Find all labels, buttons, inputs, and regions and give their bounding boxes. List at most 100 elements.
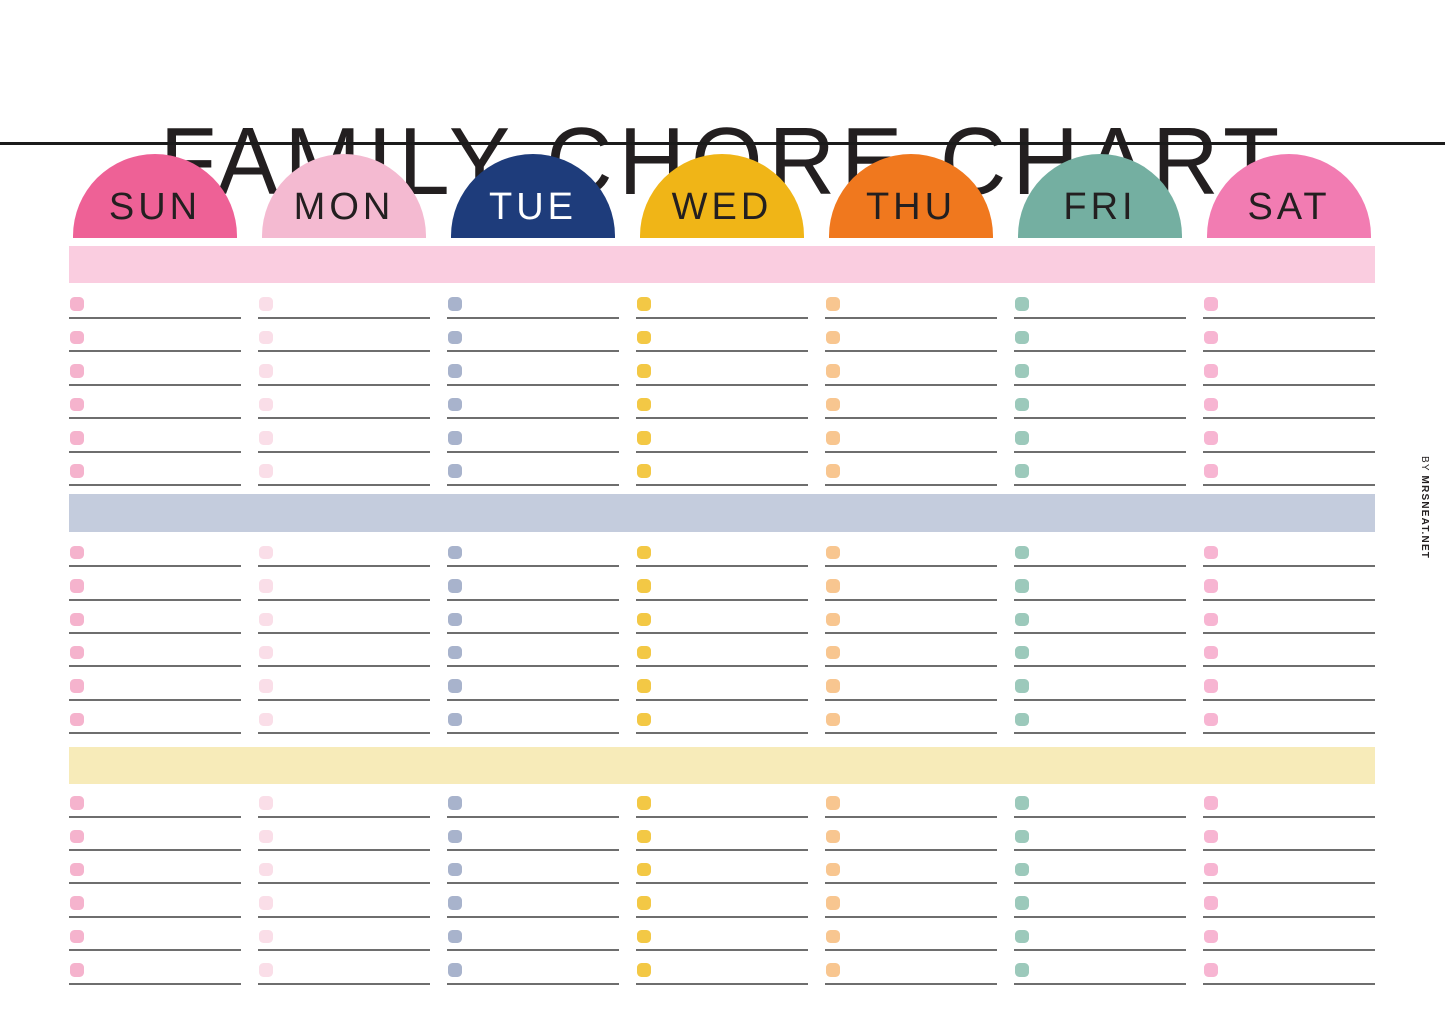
chore-checkbox[interactable] (70, 464, 84, 478)
chore-checkbox[interactable] (1015, 330, 1029, 345)
chore-checkbox[interactable] (826, 464, 840, 478)
chore-checkbox[interactable] (1015, 829, 1029, 844)
chore-checkbox[interactable] (637, 431, 651, 445)
chore-checkbox[interactable] (70, 712, 84, 727)
chore-checkbox[interactable] (259, 364, 273, 378)
chore-checkbox[interactable] (448, 612, 462, 627)
chore-checkbox[interactable] (70, 330, 84, 345)
chore-checkbox[interactable] (1204, 579, 1218, 593)
chore-checkbox[interactable] (1204, 645, 1218, 660)
chore-checkbox[interactable] (1204, 464, 1218, 478)
chore-checkbox[interactable] (448, 929, 462, 944)
chore-checkbox[interactable] (1204, 397, 1218, 412)
chore-checkbox[interactable] (1204, 712, 1218, 727)
chore-checkbox[interactable] (448, 464, 462, 478)
chore-checkbox[interactable] (826, 397, 840, 412)
chore-checkbox[interactable] (70, 431, 84, 445)
chore-checkbox[interactable] (826, 297, 840, 311)
chore-checkbox[interactable] (70, 545, 84, 560)
chore-checkbox[interactable] (1015, 545, 1029, 560)
chore-checkbox[interactable] (826, 679, 840, 693)
chore-checkbox[interactable] (637, 297, 651, 311)
chore-checkbox[interactable] (826, 862, 840, 877)
chore-checkbox[interactable] (70, 612, 84, 627)
chore-checkbox[interactable] (259, 963, 273, 977)
chore-checkbox[interactable] (1204, 796, 1218, 810)
chore-checkbox[interactable] (1015, 679, 1029, 693)
chore-checkbox[interactable] (637, 679, 651, 693)
chore-checkbox[interactable] (1015, 929, 1029, 944)
chore-checkbox[interactable] (1204, 364, 1218, 378)
chore-checkbox[interactable] (826, 929, 840, 944)
chore-checkbox[interactable] (1015, 297, 1029, 311)
chore-checkbox[interactable] (70, 364, 84, 378)
chore-checkbox[interactable] (1204, 929, 1218, 944)
chore-checkbox[interactable] (259, 679, 273, 693)
chore-checkbox[interactable] (70, 397, 84, 412)
chore-checkbox[interactable] (637, 896, 651, 910)
chore-checkbox[interactable] (1015, 645, 1029, 660)
chore-checkbox[interactable] (826, 829, 840, 844)
chore-checkbox[interactable] (1204, 896, 1218, 910)
chore-checkbox[interactable] (1015, 431, 1029, 445)
chore-checkbox[interactable] (637, 829, 651, 844)
chore-checkbox[interactable] (826, 645, 840, 660)
chore-checkbox[interactable] (259, 929, 273, 944)
chore-checkbox[interactable] (826, 545, 840, 560)
chore-checkbox[interactable] (448, 545, 462, 560)
chore-checkbox[interactable] (637, 796, 651, 810)
chore-checkbox[interactable] (448, 712, 462, 727)
chore-checkbox[interactable] (1015, 896, 1029, 910)
chore-checkbox[interactable] (637, 712, 651, 727)
chore-checkbox[interactable] (259, 297, 273, 311)
chore-checkbox[interactable] (1204, 297, 1218, 311)
chore-checkbox[interactable] (259, 712, 273, 727)
chore-checkbox[interactable] (70, 963, 84, 977)
chore-checkbox[interactable] (637, 397, 651, 412)
chore-checkbox[interactable] (259, 545, 273, 560)
chore-checkbox[interactable] (826, 796, 840, 810)
chore-checkbox[interactable] (826, 712, 840, 727)
chore-checkbox[interactable] (1015, 464, 1029, 478)
chore-checkbox[interactable] (70, 896, 84, 910)
chore-checkbox[interactable] (70, 829, 84, 844)
chore-checkbox[interactable] (70, 297, 84, 311)
chore-checkbox[interactable] (259, 431, 273, 445)
chore-checkbox[interactable] (70, 645, 84, 660)
chore-checkbox[interactable] (448, 645, 462, 660)
chore-checkbox[interactable] (637, 579, 651, 593)
chore-checkbox[interactable] (1015, 963, 1029, 977)
chore-checkbox[interactable] (1204, 545, 1218, 560)
chore-checkbox[interactable] (259, 829, 273, 844)
chore-checkbox[interactable] (448, 297, 462, 311)
chore-checkbox[interactable] (1204, 829, 1218, 844)
chore-checkbox[interactable] (1204, 612, 1218, 627)
chore-checkbox[interactable] (448, 963, 462, 977)
chore-checkbox[interactable] (1204, 330, 1218, 345)
chore-checkbox[interactable] (70, 679, 84, 693)
chore-checkbox[interactable] (637, 929, 651, 944)
chore-checkbox[interactable] (826, 612, 840, 627)
chore-checkbox[interactable] (637, 330, 651, 345)
chore-checkbox[interactable] (259, 464, 273, 478)
chore-checkbox[interactable] (259, 397, 273, 412)
chore-checkbox[interactable] (1015, 862, 1029, 877)
chore-checkbox[interactable] (448, 829, 462, 844)
chore-checkbox[interactable] (637, 862, 651, 877)
chore-checkbox[interactable] (259, 896, 273, 910)
chore-checkbox[interactable] (70, 929, 84, 944)
chore-checkbox[interactable] (1015, 612, 1029, 627)
chore-checkbox[interactable] (1015, 712, 1029, 727)
chore-checkbox[interactable] (259, 796, 273, 810)
chore-checkbox[interactable] (1015, 397, 1029, 412)
chore-checkbox[interactable] (259, 645, 273, 660)
chore-checkbox[interactable] (448, 679, 462, 693)
chore-checkbox[interactable] (70, 579, 84, 593)
chore-checkbox[interactable] (826, 579, 840, 593)
chore-checkbox[interactable] (1015, 796, 1029, 810)
chore-checkbox[interactable] (637, 545, 651, 560)
chore-checkbox[interactable] (448, 579, 462, 593)
chore-checkbox[interactable] (448, 364, 462, 378)
chore-checkbox[interactable] (1204, 679, 1218, 693)
chore-checkbox[interactable] (1204, 862, 1218, 877)
